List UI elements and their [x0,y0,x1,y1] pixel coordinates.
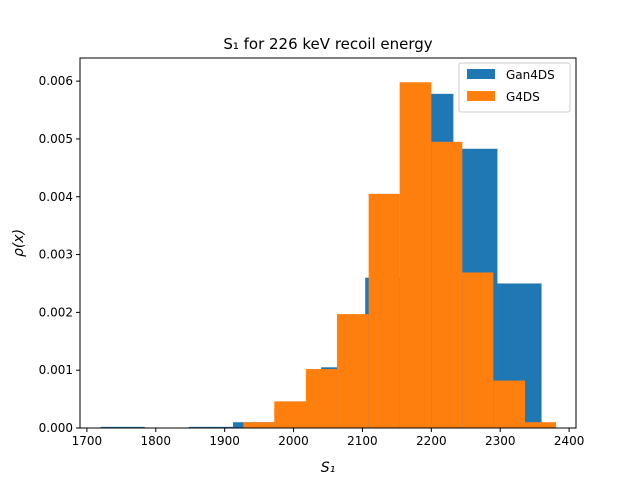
legend-label-gan4ds: Gan4DS [506,68,555,82]
y-tick-label: 0.001 [39,363,73,377]
legend-swatch-gan4ds [467,69,495,79]
x-tick-label: 2300 [485,434,516,448]
y-tick-label: 0.006 [39,74,73,88]
legend: Gan4DS G4DS [458,62,571,113]
bar-g4ds-6 [431,141,463,428]
bar-g4ds-2 [305,369,337,428]
bar-g4ds-4 [368,193,400,428]
x-tick-label: 1800 [141,434,172,448]
y-tick-label: 0.005 [39,132,73,146]
bar-g4ds-8 [493,380,526,428]
x-tick-label: 2100 [347,434,378,448]
x-tick-label: 2200 [416,434,447,448]
x-tick-label: 2400 [554,434,585,448]
ticks-layer: 1700 1800 1900 2000 2100 2200 2300 2400 0.000 0.0… [39,74,585,448]
y-tick-label: 0.003 [39,248,73,262]
legend-label-g4ds: G4DS [506,90,540,104]
bar-g4ds-1 [274,401,306,428]
chart-title: S₁ for 226 keV recoil energy [223,35,432,53]
x-tick-label: 1700 [72,434,103,448]
plot-frame [79,57,577,429]
legend-swatch-g4ds [467,91,495,101]
y-tick-label: 0.000 [39,421,73,435]
x-tick-label: 1900 [209,434,240,448]
bar-g4ds-5 [399,82,432,428]
bar-gan4ds-2 [188,426,233,428]
bars-layer [100,82,557,428]
y-tick-label: 0.004 [39,190,73,204]
bar-gan4ds-0 [100,426,145,428]
x-axis-title: S₁ [321,460,336,476]
y-axis-title: ρ(x) [11,229,27,257]
bar-g4ds-9 [525,422,557,428]
y-tick-label: 0.002 [39,305,73,319]
bar-g4ds-7 [462,272,494,428]
bar-g4ds-0 [243,422,275,428]
bar-g4ds-3 [336,314,369,428]
x-tick-label: 2000 [278,434,309,448]
